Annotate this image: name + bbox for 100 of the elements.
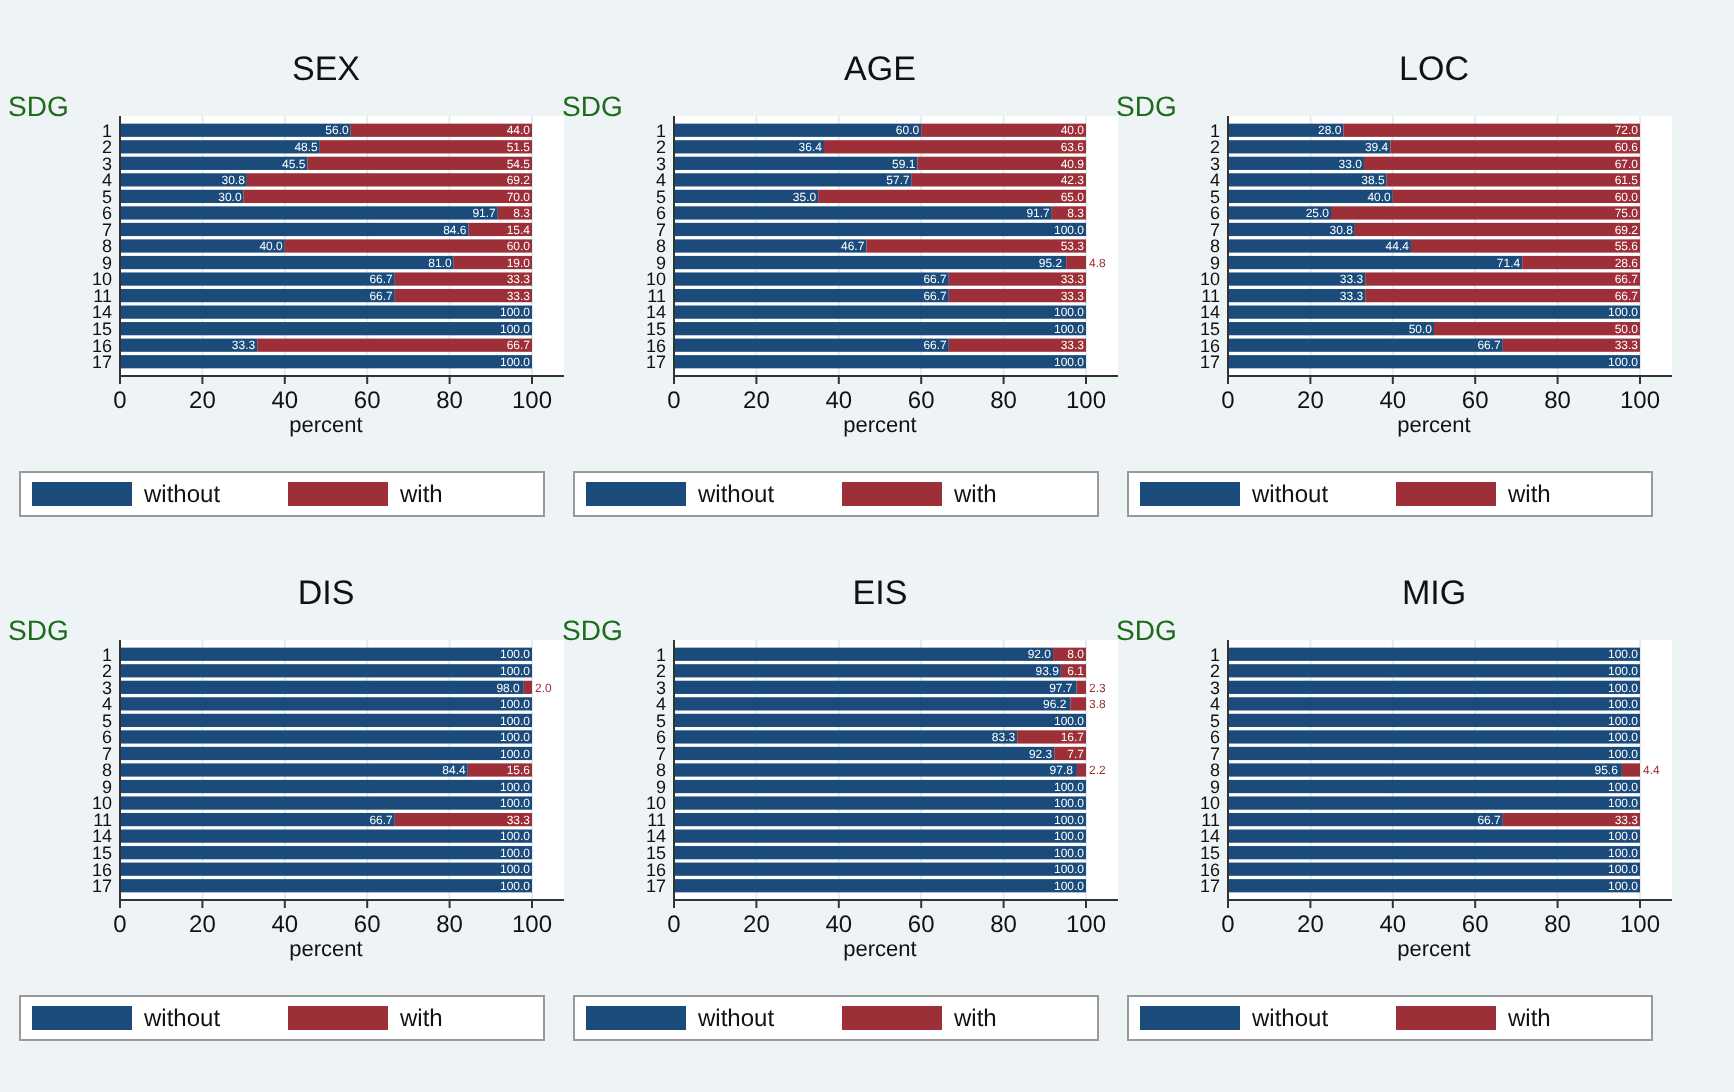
- y-tick-label: 8: [655, 760, 666, 781]
- bar: [1502, 812, 1640, 827]
- y-tick-label: 17: [91, 352, 112, 373]
- y-tick-label: 2: [655, 661, 666, 682]
- y-tick-label: 1: [655, 120, 666, 141]
- y-tick-label: 8: [101, 760, 112, 781]
- y-tick-label: 17: [1199, 352, 1220, 373]
- y-tick-label: 3: [101, 677, 112, 698]
- y-tick-label: 8: [1209, 236, 1220, 257]
- y-tick-label: 11: [93, 809, 112, 830]
- bar: [1502, 338, 1640, 352]
- y-tick-label: 14: [91, 302, 112, 323]
- x-tick-label: 80: [990, 386, 1018, 414]
- x-tick-label: 0: [113, 386, 128, 414]
- x-tick-label: 100: [511, 910, 553, 938]
- y-tick-label: 11: [647, 285, 666, 306]
- y-axis-title: SDG: [1116, 90, 1177, 122]
- y-tick-label: 3: [655, 677, 666, 698]
- x-tick-label: 80: [436, 910, 464, 938]
- legend-label: with: [952, 480, 997, 508]
- x-tick-label: 100: [1065, 386, 1107, 414]
- legend-label: without: [1250, 480, 1330, 508]
- y-tick-label: 10: [91, 793, 112, 814]
- y-tick-label: 4: [655, 694, 666, 715]
- y-tick-label: 2: [1209, 137, 1220, 158]
- y-tick-label: 5: [1209, 710, 1220, 731]
- y-tick-label: 6: [101, 203, 112, 224]
- y-tick-label: 4: [101, 170, 112, 191]
- x-tick-label: 80: [436, 386, 464, 414]
- x-tick-label: 20: [1297, 910, 1325, 938]
- bar: [467, 763, 532, 777]
- y-tick-label: 6: [1209, 727, 1220, 748]
- x-axis-title: percent: [1397, 414, 1471, 438]
- y-tick-label: 4: [1209, 694, 1220, 715]
- y-tick-label: 2: [101, 661, 112, 682]
- x-axis-title: percent: [843, 938, 917, 962]
- x-tick-label: 0: [1221, 386, 1236, 414]
- y-tick-label: 9: [101, 252, 112, 273]
- y-axis-title: SDG: [8, 90, 69, 122]
- legend-label: without: [142, 480, 222, 508]
- x-tick-label: 0: [1221, 910, 1236, 938]
- bar: [257, 338, 532, 352]
- y-tick-label: 7: [101, 743, 112, 764]
- y-tick-label: 7: [655, 743, 666, 764]
- y-tick-label: 1: [101, 644, 112, 665]
- x-tick-label: 40: [825, 910, 853, 938]
- x-tick-label: 40: [1379, 910, 1407, 938]
- y-tick-label: 2: [1209, 661, 1220, 682]
- y-tick-label: 5: [101, 186, 112, 207]
- y-tick-label: 14: [91, 826, 112, 847]
- y-tick-label: 15: [91, 318, 112, 339]
- y-tick-label: 9: [655, 776, 666, 797]
- y-tick-label: 6: [1209, 203, 1220, 224]
- y-tick-label: 1: [1209, 644, 1220, 665]
- y-tick-label: 6: [101, 727, 112, 748]
- x-tick-label: 60: [353, 910, 382, 938]
- x-tick-label: 100: [1619, 910, 1661, 938]
- y-tick-label: 11: [647, 809, 666, 830]
- y-tick-label: 9: [655, 252, 666, 273]
- y-tick-label: 16: [645, 859, 666, 880]
- x-tick-label: 40: [271, 386, 299, 414]
- y-tick-label: 10: [645, 269, 666, 290]
- x-tick-label: 0: [113, 910, 128, 938]
- y-tick-label: 17: [645, 352, 666, 373]
- y-tick-label: 15: [645, 842, 666, 863]
- x-tick-label: 20: [743, 386, 771, 414]
- y-tick-label: 8: [101, 236, 112, 257]
- y-tick-label: 5: [101, 710, 112, 731]
- legend-label: with: [398, 1004, 443, 1032]
- y-axis-title: SDG: [562, 614, 623, 646]
- y-tick-label: 5: [655, 710, 666, 731]
- y-tick-label: 14: [645, 302, 666, 323]
- y-tick-label: 8: [1209, 760, 1220, 781]
- y-tick-label: 1: [101, 120, 112, 141]
- y-tick-label: 4: [655, 170, 666, 191]
- chart-title: EIS: [852, 574, 908, 612]
- y-tick-label: 14: [645, 826, 666, 847]
- x-tick-label: 40: [825, 386, 853, 414]
- y-tick-label: 10: [645, 793, 666, 814]
- x-tick-label: 60: [907, 910, 936, 938]
- y-tick-label: 9: [1209, 776, 1220, 797]
- y-tick-label: 11: [1201, 809, 1220, 830]
- x-tick-label: 20: [1297, 386, 1325, 414]
- y-tick-label: 17: [1199, 876, 1220, 897]
- y-tick-label: 14: [1199, 826, 1220, 847]
- x-tick-label: 60: [353, 386, 382, 414]
- x-tick-label: 60: [1461, 386, 1490, 414]
- y-tick-label: 5: [1209, 186, 1220, 207]
- y-tick-label: 15: [91, 842, 112, 863]
- legend-label: without: [696, 1004, 776, 1032]
- y-tick-label: 2: [655, 137, 666, 158]
- y-tick-label: 15: [1199, 318, 1220, 339]
- x-tick-label: 20: [743, 910, 771, 938]
- y-tick-label: 3: [1209, 677, 1220, 698]
- x-axis-title: percent: [843, 414, 917, 438]
- x-tick-label: 80: [990, 910, 1018, 938]
- y-tick-label: 10: [1199, 793, 1220, 814]
- legend-label: without: [1250, 1004, 1330, 1032]
- y-tick-label: 3: [655, 153, 666, 174]
- y-tick-label: 1: [1209, 120, 1220, 141]
